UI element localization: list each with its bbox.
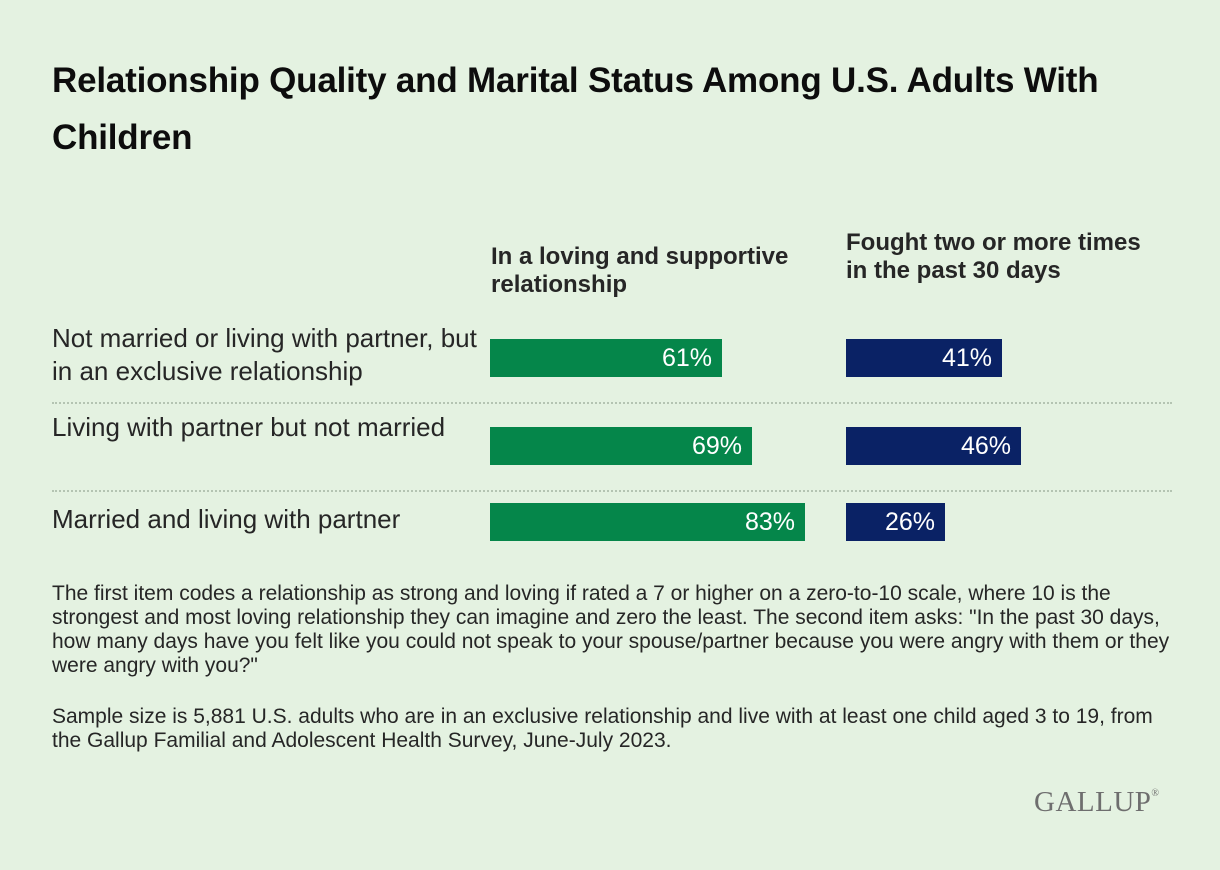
row-divider — [52, 490, 1172, 492]
category-label: Living with partner but not married — [52, 412, 446, 442]
bar-fought: 26% — [846, 503, 945, 541]
bar-fought: 41% — [846, 339, 1002, 377]
bar-value-label: 46% — [960, 432, 1011, 460]
category-label: Married and living with partner — [52, 504, 401, 534]
bar-value-label: 69% — [691, 432, 742, 460]
bar-value-label: 61% — [661, 344, 712, 372]
category-label: Not married or living with partner, but … — [52, 323, 477, 386]
bar-loving: 83% — [490, 503, 805, 541]
bar-loving: 61% — [490, 339, 722, 377]
logo-text: GALLUP — [1034, 786, 1152, 818]
row-divider — [52, 402, 1172, 404]
bar-value-label: 83% — [744, 508, 795, 536]
bar-value-label: 26% — [884, 508, 935, 536]
series-header-loving: In a loving and supportive relationship — [491, 243, 789, 298]
bar-loving: 69% — [490, 427, 752, 465]
sample-note: Sample size is 5,881 U.S. adults who are… — [52, 705, 1153, 752]
chart-title: Relationship Quality and Marital Status … — [52, 61, 1099, 157]
bar-fought: 46% — [846, 427, 1021, 465]
registered-mark: ® — [1151, 788, 1160, 799]
methodology-note: The first item codes a relationship as s… — [52, 582, 1170, 677]
gallup-logo: GALLUP® — [1034, 786, 1160, 819]
bar-value-label: 41% — [941, 344, 992, 372]
series-header-fought: Fought two or more times in the past 30 … — [846, 229, 1141, 284]
